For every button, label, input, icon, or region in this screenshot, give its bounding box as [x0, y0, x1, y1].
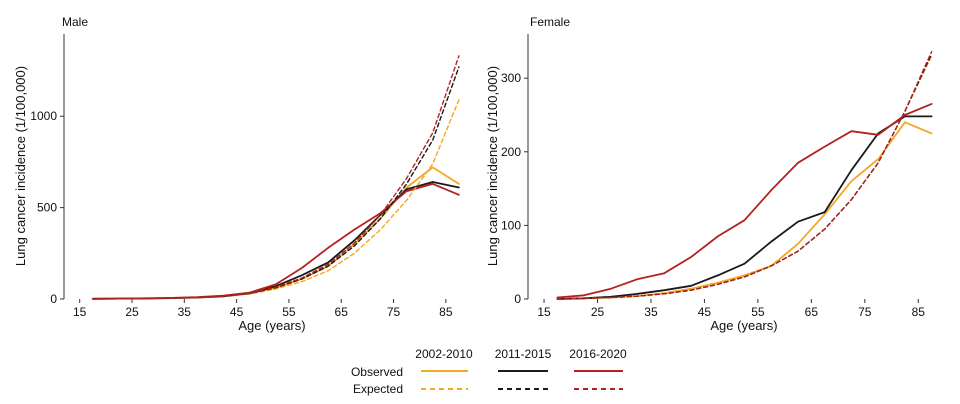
male-y-tick-label: 1000 [30, 109, 57, 123]
female-x-axis-title: Age (years) [710, 318, 777, 333]
male-x-tick-label: 65 [335, 305, 349, 319]
male-x-tick-label: 45 [230, 305, 244, 319]
female-observed-2002-2010-line [556, 121, 933, 300]
female-expected-2011-2015-line [556, 53, 933, 300]
female-observed-2011-2015-line [556, 115, 933, 300]
female-y-tick-label: 200 [501, 145, 521, 159]
male-axis-ticks: 15 25 35 45 55 65 75 85 0 500 1000 [30, 109, 453, 319]
male-series-lines [91, 55, 460, 300]
legend-period-1: 2002-2010 [415, 347, 473, 361]
male-x-axis-title: Age (years) [238, 318, 305, 333]
male-panel: Male Lung cancer incidence (1/100,000) A… [13, 15, 460, 333]
female-x-tick-label: 35 [644, 305, 658, 319]
female-x-tick-label: 65 [805, 305, 819, 319]
legend-expected-label: Expected [353, 382, 403, 396]
female-x-tick-label: 25 [591, 305, 605, 319]
female-y-axis-title: Lung cancer incidence (1/100,000) [485, 66, 500, 266]
female-axis-ticks: 15 25 35 45 55 65 75 85 0 100 200 300 [501, 71, 925, 319]
male-expected-2002-2010-line [92, 99, 460, 300]
male-x-tick-label: 85 [439, 305, 453, 319]
male-x-tick-label: 15 [73, 305, 87, 319]
legend-period-3: 2016-2020 [569, 347, 627, 361]
female-x-tick-label: 15 [537, 305, 551, 319]
male-y-axis-title: Lung cancer incidence (1/100,000) [13, 66, 28, 266]
female-panel: Female Lung cancer incidence (1/100,000)… [485, 15, 933, 333]
female-y-tick-label: 0 [514, 292, 521, 306]
female-x-tick-label: 55 [751, 305, 765, 319]
male-x-tick-label: 55 [282, 305, 296, 319]
male-x-tick-label: 35 [178, 305, 192, 319]
female-y-tick-label: 300 [501, 71, 521, 85]
female-panel-title: Female [530, 15, 570, 29]
male-panel-title: Male [62, 15, 88, 29]
legend: 2002-2010 2011-2015 2016-2020 Observed E… [351, 347, 627, 396]
male-y-tick-label: 500 [37, 201, 57, 215]
male-expected-2016-2020-line [92, 55, 460, 300]
female-expected-2016-2020-line [556, 51, 933, 300]
female-observed-2016-2020-line [556, 103, 933, 299]
male-y-tick-label: 0 [50, 292, 57, 306]
male-x-tick-label: 25 [125, 305, 139, 319]
legend-observed-label: Observed [351, 365, 403, 379]
female-series-lines [556, 51, 933, 300]
female-x-tick-label: 45 [698, 305, 712, 319]
male-observed-2016-2020-line [91, 182, 460, 300]
female-x-tick-label: 75 [858, 305, 872, 319]
male-x-tick-label: 75 [387, 305, 401, 319]
female-x-tick-label: 85 [912, 305, 926, 319]
legend-period-2: 2011-2015 [495, 347, 552, 361]
male-observed-2011-2015-line [91, 181, 460, 300]
female-y-tick-label: 100 [501, 218, 521, 232]
